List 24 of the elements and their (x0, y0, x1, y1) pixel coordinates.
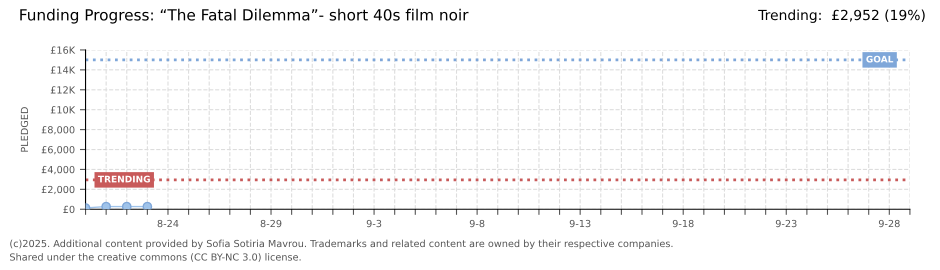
y-tick-label: £16K (50, 46, 76, 54)
y-tick-label: £6,000 (42, 146, 74, 154)
x-tick-label: 9-3 (366, 220, 382, 228)
text: Shared under the creative commons (CC BY-NC 3.0) license. (10, 253, 301, 262)
y-tick-label: £2,000 (42, 186, 74, 194)
chart-title: Funding Progress: “The Fatal Dilemma”- short 40s film noir (20, 8, 468, 24)
y-tick-label: £4,000 (42, 166, 74, 174)
y-tick-label: £12K (50, 86, 76, 94)
x-tick-label: 8-29 (260, 220, 282, 228)
y-axis-title: PLEDGED (20, 107, 28, 152)
ref-line-label: TRENDING (98, 176, 150, 182)
x-tick-label: 9-8 (470, 220, 484, 228)
y-tick-label: £8,000 (42, 126, 74, 134)
x-tick-label: 9-13 (570, 220, 590, 228)
text: (c)2025. Additional content provided by Sofia Sotiria Mavrou. Trademarks and related content are owned by their respective companies. (10, 240, 672, 250)
y-tick-label: £14K (50, 66, 76, 74)
x-tick-label: 9-28 (878, 220, 900, 228)
chart-subtitle: Trending: £2,952 (19%) (758, 9, 925, 23)
x-tick-label: 9-23 (776, 220, 797, 228)
x-tick-label: 8-24 (158, 220, 178, 228)
ref-line-label: GOAL (866, 56, 894, 63)
y-tick-label: £10K (50, 106, 76, 114)
y-tick-label: £0 (63, 206, 74, 214)
x-tick-label: 9-18 (672, 220, 694, 228)
